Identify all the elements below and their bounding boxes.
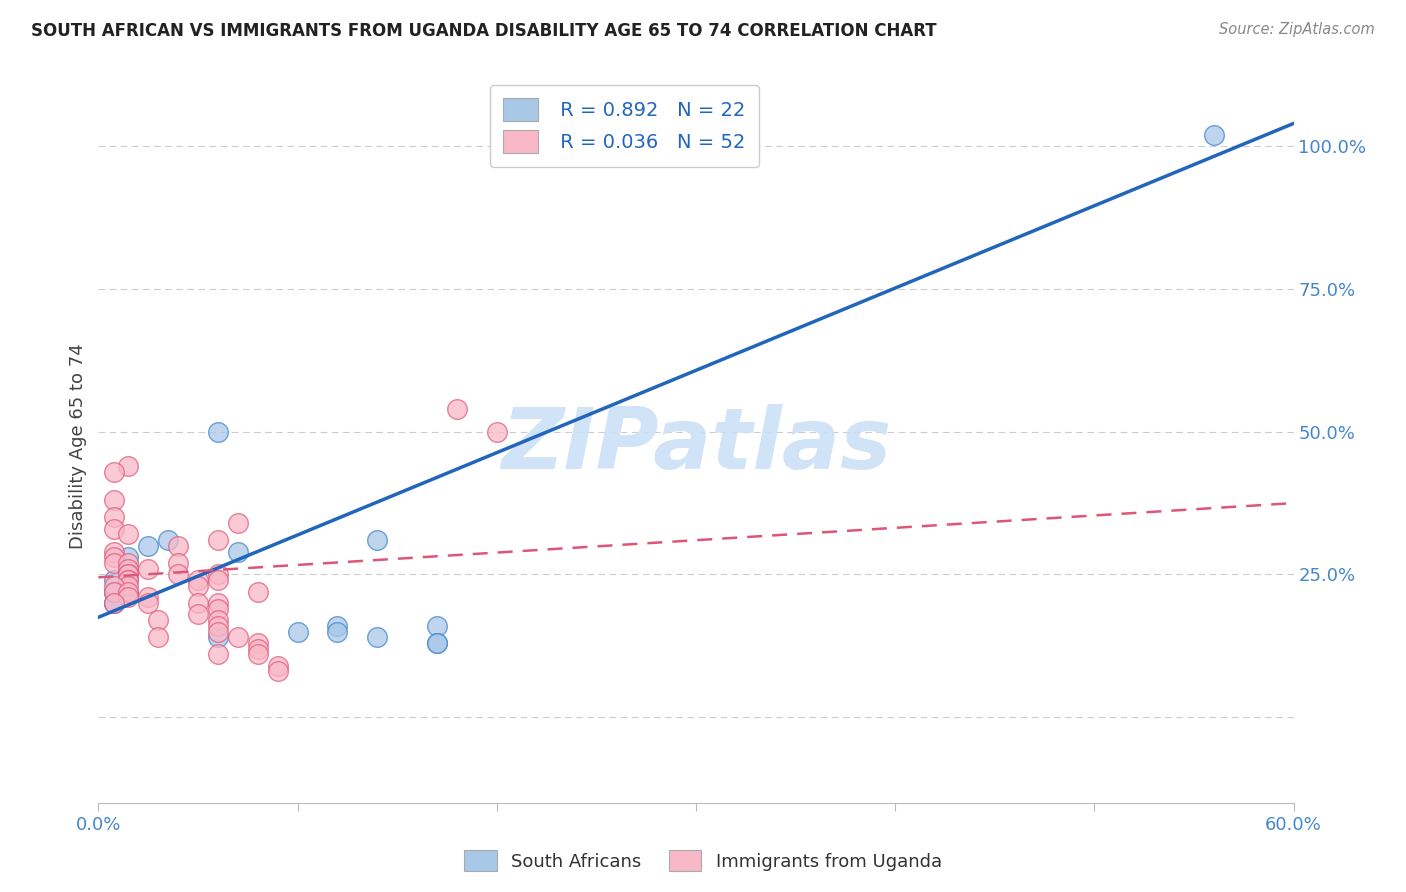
Point [207,601,229,615]
Point [246,584,269,599]
Point [207,425,229,439]
Point [136,596,159,610]
Text: SOUTH AFRICAN VS IMMIGRANTS FROM UGANDA DISABILITY AGE 65 TO 74 CORRELATION CHAR: SOUTH AFRICAN VS IMMIGRANTS FROM UGANDA … [31,22,936,40]
Point [117,458,139,473]
Point [267,665,290,679]
Point [117,527,139,541]
Point [207,613,229,627]
Point [426,619,449,633]
Point [326,619,349,633]
Point [287,624,309,639]
Point [103,522,125,536]
Point [366,533,388,548]
Point [226,544,249,558]
Point [148,630,170,644]
Point [117,556,139,570]
Point [446,401,468,416]
Point [246,648,269,662]
Point [207,624,229,639]
Point [136,591,159,605]
Point [207,573,229,587]
Point [103,579,125,593]
Point [103,573,125,587]
Point [103,550,125,565]
Text: ZIPatlas: ZIPatlas [501,404,891,488]
Point [103,493,125,508]
Point [167,539,190,553]
Point [103,510,125,524]
Point [117,567,139,582]
Point [117,584,139,599]
Legend: South Africans, Immigrants from Uganda: South Africans, Immigrants from Uganda [457,843,949,879]
Point [187,607,209,622]
Point [426,636,449,650]
Point [226,516,249,530]
Point [117,591,139,605]
Point [117,579,139,593]
Point [167,567,190,582]
Point [207,648,229,662]
Point [207,630,229,644]
Point [117,573,139,587]
Point [187,573,209,587]
Point [148,613,170,627]
Point [103,596,125,610]
Point [207,533,229,548]
Point [136,539,159,553]
Point [103,596,125,610]
Point [326,624,349,639]
Point [207,596,229,610]
Point [187,596,209,610]
Y-axis label: Disability Age 65 to 74: Disability Age 65 to 74 [69,343,87,549]
Point [103,584,125,599]
Point [103,556,125,570]
Point [246,641,269,656]
Point [117,562,139,576]
Point [426,636,449,650]
Point [136,562,159,576]
Point [117,550,139,565]
Point [103,584,125,599]
Point [117,584,139,599]
Point [103,584,125,599]
Point [157,533,180,548]
Point [226,630,249,644]
Point [366,630,388,644]
Point [1202,128,1225,142]
Text: Source: ZipAtlas.com: Source: ZipAtlas.com [1219,22,1375,37]
Point [117,562,139,576]
Point [103,544,125,558]
Point [103,465,125,479]
Point [267,658,290,673]
Legend:  R = 0.892   N = 22,  R = 0.036   N = 52: R = 0.892 N = 22, R = 0.036 N = 52 [489,85,759,167]
Point [207,619,229,633]
Point [117,573,139,587]
Point [246,636,269,650]
Point [117,567,139,582]
Point [187,579,209,593]
Point [485,425,508,439]
Point [103,596,125,610]
Point [207,567,229,582]
Point [167,556,190,570]
